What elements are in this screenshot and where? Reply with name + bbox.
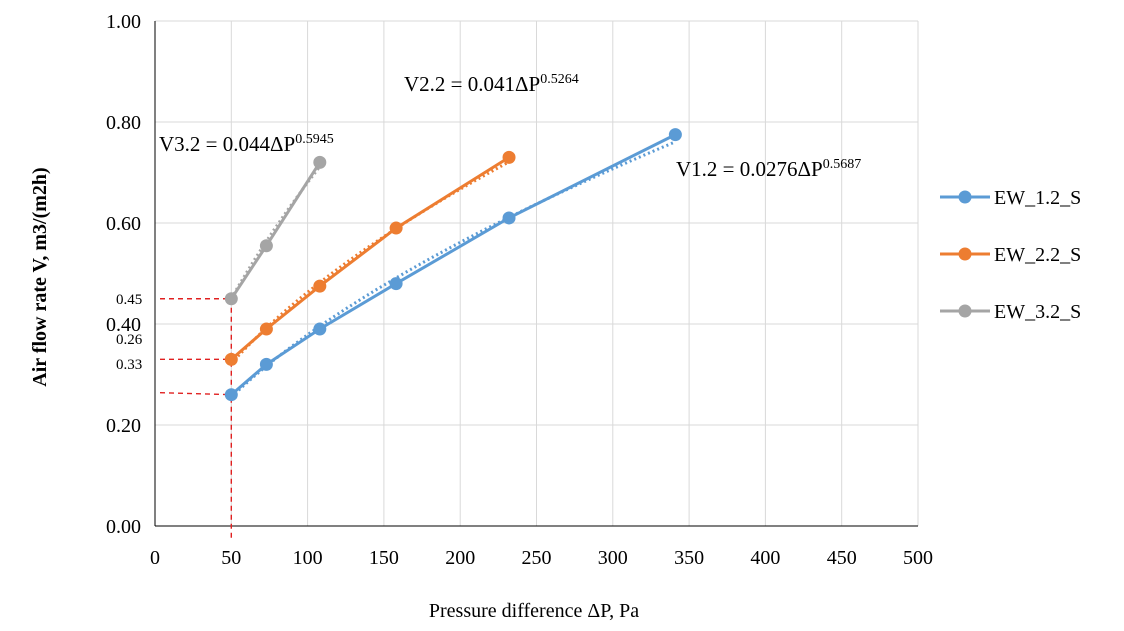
- y-tick-label: 0.40: [106, 314, 141, 336]
- data-point: [259, 357, 273, 371]
- y-tick-label: 0.60: [106, 213, 141, 235]
- legend: EW_1.2_S EW_2.2_S EW_3.2_S: [940, 187, 1081, 323]
- data-point: [259, 239, 273, 253]
- legend-label: EW_2.2_S: [994, 244, 1081, 266]
- x-tick-label: 50: [221, 547, 241, 569]
- legend-marker: [958, 190, 972, 204]
- x-axis-title: Pressure difference ΔP, Pa: [429, 600, 639, 622]
- x-tick-label: 150: [369, 547, 399, 569]
- x-tick-label: 450: [827, 547, 857, 569]
- y-axis-title: Air flow rate V, m3/(m2h): [29, 167, 51, 386]
- series-line-EW_1.2_S: [230, 133, 677, 396]
- data-point: [313, 322, 327, 336]
- y-tick-label: 1.00: [106, 11, 141, 33]
- trend-equations: V1.2 = 0.0276ΔP0.5687 V2.2 = 0.041ΔP0.526…: [159, 72, 861, 181]
- legend-marker: [958, 304, 972, 318]
- trendline-EW_1.2_S: [230, 140, 676, 399]
- data-point: [224, 388, 238, 402]
- equation-EW_1.2_S: V1.2 = 0.0276ΔP0.5687: [676, 157, 861, 181]
- reference-labels: 0.45 0.33 0.26: [116, 292, 143, 373]
- x-tick-label: 500: [903, 547, 933, 569]
- equation-EW_3.2_S: V3.2 = 0.044ΔP0.5945: [159, 132, 334, 156]
- data-point: [313, 279, 327, 293]
- y-tick-label: 0.20: [106, 415, 141, 437]
- equation-EW_2.2_S: V2.2 = 0.041ΔP0.5264: [404, 72, 579, 96]
- y-tick-label: 0.00: [106, 516, 141, 538]
- x-tick-label: 200: [445, 547, 475, 569]
- x-tick-label: 350: [674, 547, 704, 569]
- data-point: [313, 155, 327, 169]
- data-point: [224, 292, 238, 306]
- x-tick-label: 100: [293, 547, 323, 569]
- data-point: [668, 128, 682, 142]
- series-line-EW_3.2_S: [230, 161, 322, 300]
- reference-value-label: 0.26: [116, 332, 143, 348]
- data-point: [259, 322, 273, 336]
- data-point: [224, 352, 238, 366]
- reference-horizontal-line: [159, 392, 232, 396]
- reference-value-label: 0.45: [116, 292, 142, 308]
- series-lines: [224, 128, 682, 402]
- data-point: [502, 211, 516, 225]
- x-tick-label: 300: [598, 547, 628, 569]
- tick-labels: 0 50 100 150 200 250 300 350 400 450 500 0.00 0.20 0.…: [106, 11, 933, 569]
- data-point: [389, 221, 403, 235]
- y-tick-label: 0.80: [106, 112, 141, 134]
- data-point: [502, 150, 516, 164]
- series-line-EW_2.2_S: [230, 156, 510, 361]
- legend-marker: [958, 247, 972, 261]
- data-point: [389, 277, 403, 291]
- x-tick-label: 250: [522, 547, 552, 569]
- axes: [154, 21, 918, 527]
- legend-label: EW_3.2_S: [994, 301, 1081, 323]
- legend-label: EW_1.2_S: [994, 187, 1081, 209]
- reference-value-label: 0.33: [116, 357, 142, 373]
- reference-lines: [159, 298, 233, 540]
- trendline-EW_2.2_S: [230, 160, 510, 365]
- trendlines: [229, 140, 676, 399]
- gridlines: [155, 20, 919, 526]
- x-tick-label: 0: [150, 547, 160, 569]
- x-tick-label: 400: [750, 547, 780, 569]
